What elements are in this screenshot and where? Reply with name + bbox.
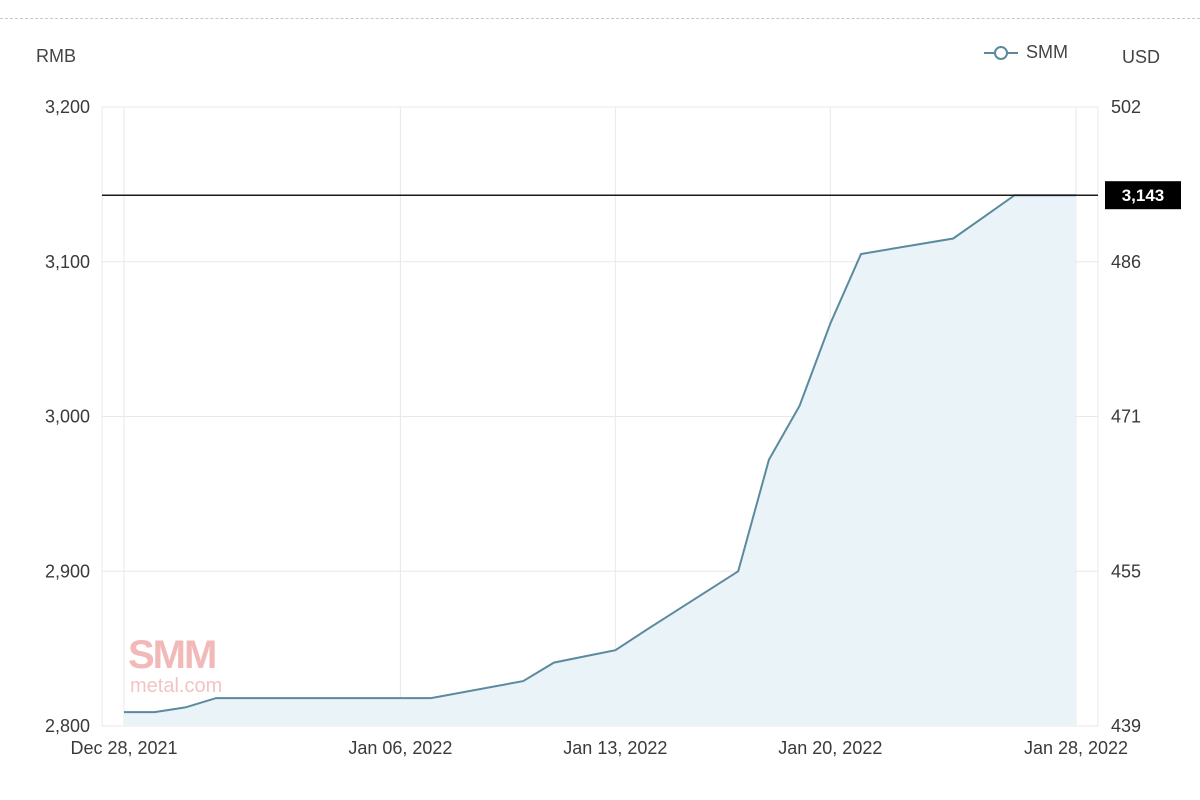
data-point[interactable] xyxy=(213,695,219,701)
series-line-smm xyxy=(124,194,1076,714)
x-tick-label: Jan 28, 2022 xyxy=(1024,738,1128,758)
data-point[interactable] xyxy=(827,321,833,327)
circle-line-icon xyxy=(984,45,1018,60)
data-point[interactable] xyxy=(735,568,741,574)
legend-item-smm[interactable]: SMM xyxy=(982,42,1068,63)
data-point[interactable] xyxy=(582,653,588,659)
x-tick-label: Jan 13, 2022 xyxy=(563,738,667,758)
y-left-tick-label: 3,100 xyxy=(45,252,90,272)
y-right-tick-label: 439 xyxy=(1111,716,1141,736)
y-right-tick-label: 502 xyxy=(1111,97,1141,117)
data-point[interactable] xyxy=(397,695,403,701)
x-tick-label: Jan 06, 2022 xyxy=(348,738,452,758)
y-left-tick-label: 3,000 xyxy=(45,407,90,427)
watermark-brand: SMM xyxy=(128,633,215,677)
top-divider xyxy=(0,18,1200,19)
y-right-tick-label: 471 xyxy=(1111,407,1141,427)
watermark: SMM metal.com xyxy=(128,633,222,697)
data-point[interactable] xyxy=(551,660,557,666)
reference-line-group: 3,143 xyxy=(102,181,1181,210)
reference-badge xyxy=(1105,181,1181,210)
right-axis-unit: USD xyxy=(1122,47,1161,67)
y-right-tick-label: 486 xyxy=(1111,252,1141,272)
data-point[interactable] xyxy=(182,704,188,710)
series-line xyxy=(121,194,1076,715)
watermark-domain: metal.com xyxy=(130,675,222,697)
data-point[interactable] xyxy=(121,709,127,715)
left-axis-unit: RMB xyxy=(36,46,76,66)
x-tick-label: Dec 28, 2021 xyxy=(70,738,177,758)
legend-label: SMM xyxy=(1026,42,1068,62)
y-right-tick-label: 455 xyxy=(1111,561,1141,581)
data-point[interactable] xyxy=(858,251,864,257)
x-axis-ticks: Dec 28, 2021 Jan 06, 2022 Jan 13, 2022 Jan … xyxy=(70,738,1128,758)
reference-badge-label: 3,143 xyxy=(1122,186,1165,205)
data-point[interactable] xyxy=(612,647,618,653)
series-area-fill xyxy=(124,195,1076,726)
data-point[interactable] xyxy=(797,403,803,409)
data-point[interactable] xyxy=(520,678,526,684)
y-left-tick-label: 3,200 xyxy=(45,97,90,117)
data-point[interactable] xyxy=(336,695,342,701)
left-axis-ticks: 3,200 3,100 3,000 2,900 2,800 xyxy=(45,97,90,736)
data-point[interactable] xyxy=(766,457,772,463)
series-area xyxy=(124,195,1076,726)
data-point[interactable] xyxy=(643,627,649,633)
x-tick-label: Jan 20, 2022 xyxy=(778,738,882,758)
y-left-tick-label: 2,800 xyxy=(45,716,90,736)
right-axis-ticks: 502 486 471 455 439 xyxy=(1111,97,1141,736)
data-point[interactable] xyxy=(152,709,158,715)
data-point[interactable] xyxy=(367,695,373,701)
data-point[interactable] xyxy=(950,236,956,242)
data-point[interactable] xyxy=(428,695,434,701)
y-left-tick-label: 2,900 xyxy=(45,561,90,581)
data-point[interactable] xyxy=(981,214,987,220)
